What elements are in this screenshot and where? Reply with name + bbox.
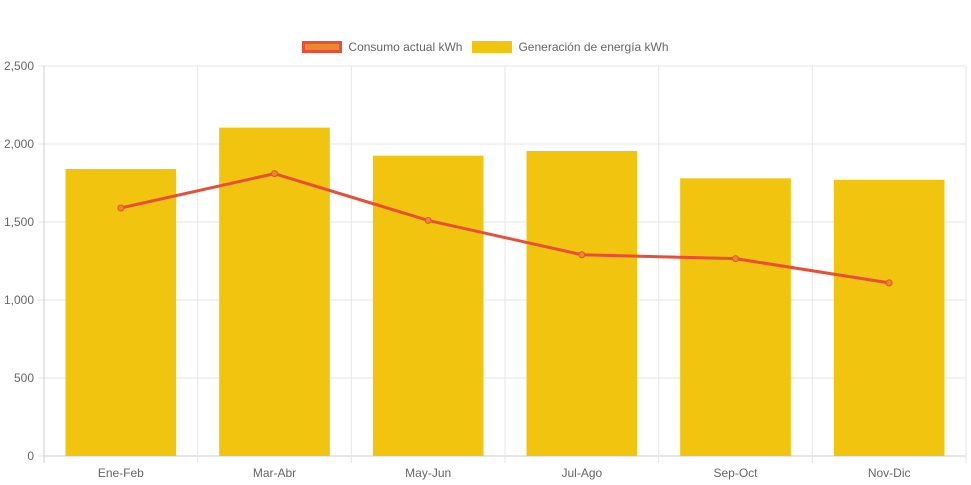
bar-generacion <box>833 179 945 456</box>
x-tick-label: Ene-Feb <box>98 466 144 480</box>
y-tick-label: 1,000 <box>4 293 34 307</box>
y-tick-label: 1,500 <box>4 215 34 229</box>
x-tick-label: Sep-Oct <box>713 466 758 480</box>
line-consumo <box>119 172 891 285</box>
y-tick-label: 500 <box>14 371 34 385</box>
legend: Consumo actual kWh Generación de energía… <box>0 40 971 54</box>
x-tick-label: Jul-Ago <box>561 466 602 480</box>
y-tick-label: 2,000 <box>4 137 34 151</box>
legend-label-generacion: Generación de energía kWh <box>518 40 669 54</box>
x-tick-label: Nov-Dic <box>868 466 911 480</box>
legend-swatch-consumo <box>302 41 343 53</box>
x-tick-label: Mar-Abr <box>253 466 296 480</box>
bar-generacion <box>65 168 177 456</box>
legend-item-consumo[interactable]: Consumo actual kWh <box>302 40 462 54</box>
point-consumo <box>885 279 893 287</box>
y-tick-label: 2,500 <box>4 59 34 73</box>
legend-item-generacion[interactable]: Generación de energía kWh <box>472 40 669 54</box>
point-consumo <box>578 251 586 259</box>
bar-generacion <box>680 178 791 456</box>
point-consumo <box>117 204 125 212</box>
x-tick-label: May-Jun <box>405 466 451 480</box>
point-consumo <box>271 170 278 178</box>
point-consumo <box>732 255 739 263</box>
legend-label-consumo: Consumo actual kWh <box>348 40 463 54</box>
bar-generacion <box>372 155 484 456</box>
y-tick-label: 0 <box>27 449 34 463</box>
bar-generacion <box>526 151 638 456</box>
legend-swatch-generacion <box>472 41 513 53</box>
point-consumo <box>424 216 432 224</box>
